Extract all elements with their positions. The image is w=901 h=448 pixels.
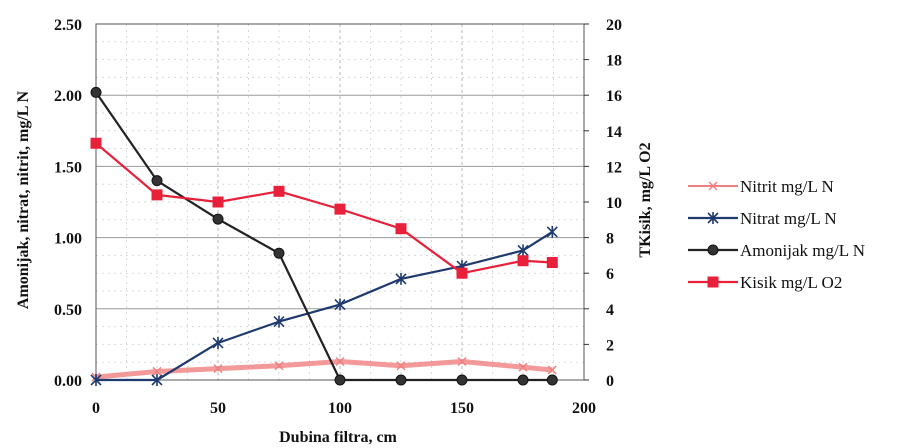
- series-layer: [90, 86, 558, 386]
- data-point-amonijak: [90, 86, 102, 98]
- data-point-nitrit: [335, 356, 345, 367]
- legend-label: Nitrit mg/L N: [740, 177, 834, 196]
- right-tick-label: 0: [606, 373, 614, 390]
- data-point-amonijak: [212, 213, 224, 225]
- x-tick-label: 0: [92, 400, 100, 417]
- series-amonijak: [90, 86, 558, 386]
- data-point-nitrit: [274, 361, 284, 371]
- left-tick-label: 0.00: [54, 373, 82, 390]
- data-point-nitrat: [546, 225, 558, 238]
- legend-marker: [707, 212, 719, 224]
- legend-item-nitrit: Nitrit mg/L N: [688, 177, 834, 196]
- x-axis-title: Dubina filtra, cm: [279, 429, 397, 446]
- data-point-nitrat: [273, 315, 285, 328]
- right-y-axis-title: TKisik, mg/L O2: [637, 142, 654, 257]
- x-tick-label: 50: [210, 400, 226, 417]
- series-nitrat: [90, 225, 558, 386]
- series-kisik: [90, 137, 558, 279]
- data-point-amonijak: [151, 175, 163, 187]
- legend-label: Kisik mg/L O2: [740, 273, 842, 292]
- data-point-nitrit: [213, 364, 223, 374]
- legend-marker: [708, 181, 718, 191]
- data-point-kisik: [151, 189, 163, 201]
- legend-item-nitrat: Nitrat mg/L N: [688, 209, 837, 228]
- data-point-nitrit: [396, 361, 406, 371]
- data-point-nitrat: [212, 336, 224, 349]
- data-point-amonijak: [517, 374, 529, 386]
- data-point-kisik: [90, 137, 102, 149]
- data-point-nitrit: [152, 366, 162, 376]
- data-point-nitrit: [457, 356, 467, 367]
- left-tick-label: 1.50: [54, 159, 82, 176]
- left-tick-label: 1.00: [54, 231, 82, 248]
- data-point-amonijak: [456, 374, 468, 386]
- data-point-amonijak: [273, 247, 285, 259]
- right-tick-label: 16: [606, 88, 622, 105]
- data-point-nitrat: [90, 374, 102, 386]
- data-point-kisik: [395, 223, 407, 235]
- right-tick-label: 2: [606, 337, 614, 354]
- series-nitrit: [91, 356, 557, 382]
- data-point-nitrit: [547, 365, 557, 375]
- data-point-nitrat: [517, 244, 529, 257]
- legend-label: Amonijak mg/L N: [740, 241, 865, 260]
- data-point-kisik: [517, 255, 529, 267]
- data-point-amonijak: [334, 374, 346, 386]
- left-tick-label: 2.00: [54, 88, 82, 105]
- left-axis-ticks: 0.00 0.50 1.00 1.50 2.00 2.50: [54, 17, 82, 390]
- data-point-kisik: [273, 185, 285, 197]
- left-y-axis-title: Amonijak, nitrat, nitrit, mg/L N: [15, 90, 32, 309]
- right-tick-label: 14: [606, 124, 622, 141]
- x-axis-ticks: 0 50 100 150 200: [92, 400, 596, 417]
- data-point-kisik: [546, 257, 558, 269]
- legend-item-amonijak: Amonijak mg/L N: [688, 241, 865, 260]
- data-point-amonijak: [395, 374, 407, 386]
- data-point-nitrat: [334, 298, 346, 311]
- data-point-kisik: [456, 267, 468, 279]
- legend-item-kisik: Kisik mg/L O2: [688, 273, 842, 292]
- right-axis-ticks: 0 2 4 6 8 10 12 14 16 18 20: [584, 17, 622, 390]
- data-point-kisik: [334, 203, 346, 215]
- legend-label: Nitrat mg/L N: [740, 209, 837, 228]
- legend-marker: [707, 276, 719, 288]
- right-tick-label: 6: [606, 266, 614, 283]
- x-tick-label: 200: [572, 400, 596, 417]
- right-tick-label: 12: [606, 159, 622, 176]
- data-point-nitrit: [518, 362, 528, 372]
- data-point-nitrat: [151, 374, 163, 386]
- right-tick-label: 10: [606, 195, 622, 212]
- data-point-amonijak: [546, 374, 558, 386]
- legend-marker: [707, 244, 719, 256]
- right-tick-label: 8: [606, 231, 614, 248]
- right-tick-label: 20: [606, 17, 622, 34]
- left-tick-label: 2.50: [54, 17, 82, 34]
- x-tick-label: 150: [450, 400, 474, 417]
- data-point-kisik: [212, 196, 224, 208]
- left-tick-label: 0.50: [54, 302, 82, 319]
- right-tick-label: 18: [606, 53, 622, 70]
- x-tick-label: 100: [328, 400, 352, 417]
- right-tick-label: 4: [606, 302, 614, 319]
- data-point-nitrat: [395, 272, 407, 285]
- legend: Nitrit mg/L N Nitrat mg/L N Amonijak mg/L …: [688, 177, 865, 292]
